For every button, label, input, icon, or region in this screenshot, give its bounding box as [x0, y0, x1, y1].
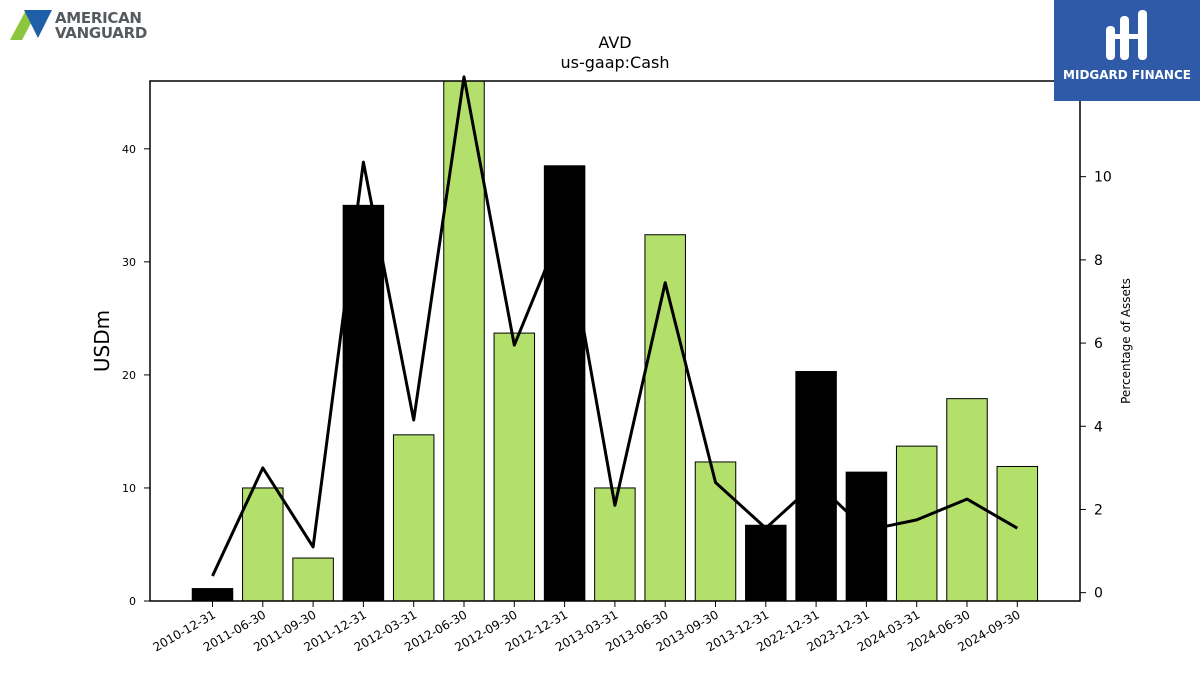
bar-2023-12-31: [845, 471, 888, 602]
y2-tick-label: 4: [1094, 419, 1103, 435]
american-vanguard-logo: AMERICAN VANGUARD: [8, 8, 168, 44]
percentage-line-group: [211, 75, 1019, 577]
y2-tick-label: 10: [1094, 170, 1112, 186]
y2-tick-label: 2: [1094, 502, 1103, 518]
logo-line-2: VANGUARD: [55, 24, 147, 42]
midgard-emblem-icon: [1106, 10, 1147, 60]
bar-2011-09-30: [292, 557, 334, 602]
bar-2010-12-31: [191, 588, 234, 602]
midgard-finance-wordmark: MIDGARD FINANCE: [1063, 68, 1191, 82]
chart-subtitle: us-gaap:Cash: [560, 53, 669, 72]
chart-title: AVD: [598, 33, 631, 52]
y2-tick-label: 6: [1094, 336, 1103, 352]
bar-2013-09-30: [694, 461, 737, 602]
y-tick-label: 0: [129, 595, 136, 608]
bar-2012-12-31: [543, 165, 586, 602]
y-axis-label: USDm: [90, 310, 114, 372]
y2-axis-label: Percentage of Assets: [1119, 278, 1133, 404]
bar-2013-06-30: [644, 234, 686, 602]
y2-tick-label: 0: [1094, 586, 1103, 602]
right-y-axis-ticks: 0 2 4 6 8 10: [1080, 170, 1112, 602]
bar-2013-12-31: [745, 524, 787, 602]
american-vanguard-leaf-icon: [10, 10, 52, 40]
bar-2011-06-30: [242, 487, 284, 602]
y-tick-label: 20: [122, 369, 136, 382]
bar-2024-09-30: [996, 465, 1039, 602]
bar-group: [191, 80, 1039, 602]
american-vanguard-wordmark: AMERICAN VANGUARD: [55, 11, 147, 41]
y-tick-label: 10: [122, 482, 136, 495]
x-axis-ticks: 2010-12-312011-06-302011-09-302011-12-31…: [151, 601, 1023, 654]
logo-line-1: AMERICAN: [55, 9, 142, 27]
percentage-of-assets-line: [211, 75, 1019, 577]
bar-2012-03-31: [392, 434, 435, 602]
left-y-axis-ticks: 0 10 20 30 40: [122, 143, 150, 608]
bar-2012-09-30: [493, 332, 536, 602]
midgard-finance-logo: MIDGARD FINANCE: [1054, 0, 1200, 101]
y-tick-label: 30: [122, 256, 136, 269]
y2-tick-label: 8: [1094, 253, 1103, 269]
bar-2022-12-31: [795, 371, 837, 602]
y-tick-label: 40: [122, 143, 136, 156]
